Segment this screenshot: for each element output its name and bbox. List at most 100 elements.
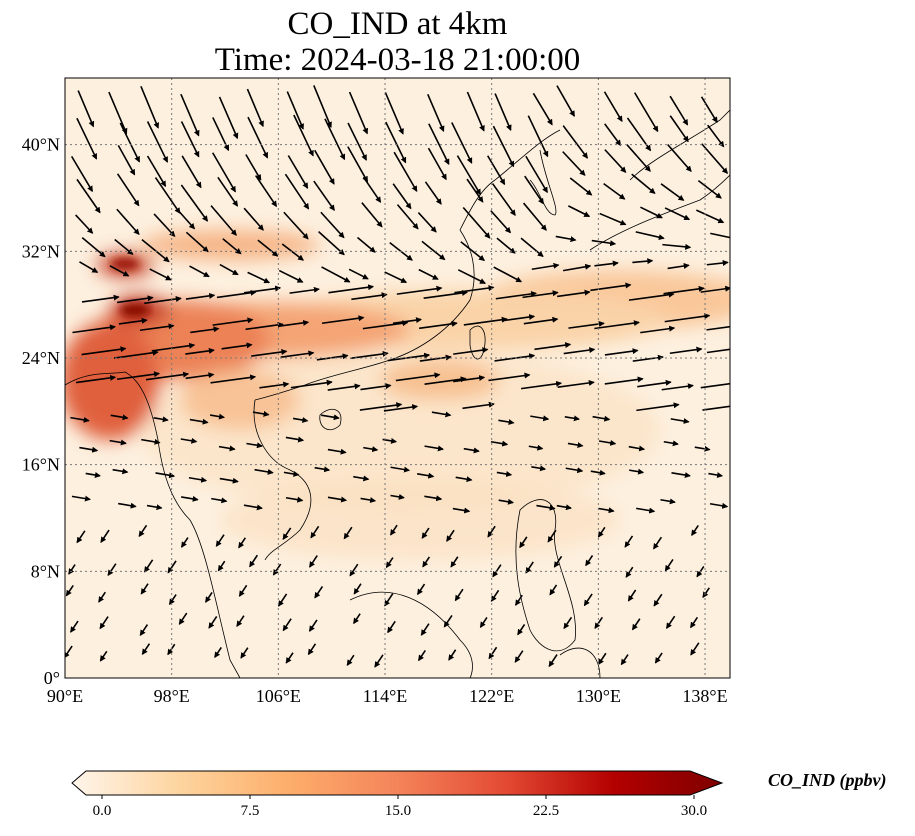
wind-arrow <box>556 85 576 117</box>
wind-arrow <box>139 323 175 332</box>
wind-arrow <box>626 144 651 172</box>
wind-arrow <box>217 560 226 572</box>
wind-arrow <box>254 468 274 475</box>
colorbar-tick-label: 22.5 <box>533 803 559 819</box>
wind-arrow <box>392 183 412 210</box>
wind-arrow <box>491 183 516 216</box>
wind-arrow <box>562 125 588 159</box>
lat-tick-label: 8°N <box>31 561 60 581</box>
wind-arrow <box>604 376 644 385</box>
wind-arrow <box>219 263 239 276</box>
wind-arrow <box>70 155 94 193</box>
wind-arrow <box>72 324 116 334</box>
wind-arrow <box>178 612 188 625</box>
wind-arrow <box>591 239 617 247</box>
wind-arrow <box>348 91 369 135</box>
wind-arrow <box>653 536 663 550</box>
wind-arrow <box>496 237 516 254</box>
wind-arrow <box>385 557 394 569</box>
wind-arrow <box>321 315 365 325</box>
wind-arrow <box>247 116 269 159</box>
wind-arrow <box>392 317 423 325</box>
wind-arrow <box>662 243 692 250</box>
wind-arrow <box>701 143 728 174</box>
wind-arrow <box>65 584 74 597</box>
wind-arrow <box>632 354 664 362</box>
wind-arrow <box>281 243 304 261</box>
wind-arrow <box>189 418 209 425</box>
wind-arrow <box>209 413 226 420</box>
wind-arrow <box>664 558 674 572</box>
wind-arrow <box>417 583 426 596</box>
wind-arrow <box>118 317 148 325</box>
wind-arrow <box>81 346 127 356</box>
wind-arrow <box>446 529 455 542</box>
wind-arrow <box>141 643 151 656</box>
wind-arrow <box>527 115 549 158</box>
wind-arrow <box>492 125 515 168</box>
wind-arrow <box>653 593 663 607</box>
wind-arrow <box>236 615 245 628</box>
wind-arrow <box>107 563 117 577</box>
wind-arrow <box>360 497 377 503</box>
wind-arrow <box>462 206 491 239</box>
wind-arrow <box>555 235 577 243</box>
wind-arrow <box>313 85 332 128</box>
wind-arrow <box>384 593 394 607</box>
wind-arrow <box>310 525 320 539</box>
wind-arrow <box>427 147 447 181</box>
wind-arrow <box>690 642 700 656</box>
map-area <box>65 78 730 678</box>
wind-arrow <box>109 439 127 446</box>
wind-arrow <box>598 439 617 446</box>
wind-arrow <box>490 589 500 602</box>
wind-arrow <box>495 290 537 300</box>
wind-arrow <box>313 180 335 212</box>
wind-arrow <box>293 114 314 157</box>
wind-arrow <box>153 213 176 237</box>
lat-tick-label: 16°N <box>22 455 60 475</box>
wind-arrow <box>548 654 558 668</box>
wind-arrow <box>453 347 489 355</box>
wind-arrow <box>190 326 220 334</box>
wind-arrow <box>443 614 453 628</box>
wind-arrow <box>708 472 724 479</box>
wind-arrow <box>635 231 665 241</box>
wind-arrow <box>346 654 355 666</box>
wind-arrow <box>116 173 140 207</box>
wind-arrow <box>292 417 309 423</box>
wind-arrow <box>620 654 629 666</box>
wind-arrow <box>307 643 317 656</box>
wind-arrow <box>360 383 392 391</box>
wind-arrow <box>362 176 382 203</box>
wind-arrow <box>113 349 159 359</box>
arrows <box>65 85 730 668</box>
wind-arrow <box>363 446 379 453</box>
wind-arrow <box>153 416 169 423</box>
wind-arrow <box>697 180 722 199</box>
wind-arrow <box>139 624 149 637</box>
wind-arrow <box>590 282 632 292</box>
wind-arrow <box>664 207 691 221</box>
wind-arrow <box>168 594 177 606</box>
wind-arrow <box>314 586 324 599</box>
colorbar-tick-label: 15.0 <box>385 803 411 819</box>
wind-arrow <box>243 504 263 511</box>
wind-arrow <box>424 181 442 205</box>
wind-arrow <box>706 259 729 266</box>
wind-arrow <box>525 155 548 194</box>
wind-arrow <box>243 207 264 231</box>
wind-arrow <box>353 613 361 625</box>
wind-arrow <box>597 526 606 538</box>
wind-arrow <box>255 175 278 208</box>
wind-arrow <box>493 266 523 283</box>
wind-arrow <box>109 265 130 277</box>
wind-arrow <box>463 316 508 326</box>
wind-arrow <box>564 415 580 422</box>
wind-arrow <box>628 445 646 452</box>
wind-arrow <box>706 325 730 331</box>
wind-arrow <box>384 271 408 284</box>
wind-arrow <box>146 504 163 511</box>
wind-arrow <box>422 556 431 568</box>
wind-arrow <box>604 348 639 356</box>
